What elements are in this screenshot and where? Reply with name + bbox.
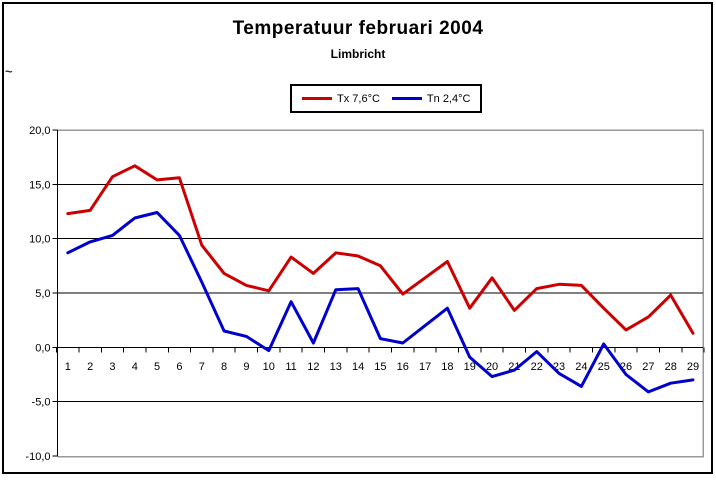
x-tick-label: 17 (419, 361, 431, 373)
legend-item-tx: Tx 7,6°C (302, 93, 380, 105)
x-tick-label: 24 (575, 361, 587, 373)
x-tick-label: 20 (486, 361, 498, 373)
y-tick-label: -10,0 (25, 451, 50, 463)
tn-line (66, 211, 695, 394)
x-tick-label: 22 (531, 361, 543, 373)
x-tick-label: 18 (441, 361, 453, 373)
tn-line-swatch (391, 97, 422, 100)
legend-label-tx: Tx 7,6°C (337, 92, 380, 105)
tx-line-swatch (302, 97, 332, 100)
x-tick-label: 7 (199, 361, 205, 373)
x-tick-label: 9 (243, 361, 249, 373)
x-tick-label: 5 (154, 361, 160, 373)
x-tick-label: 16 (397, 361, 409, 373)
x-tick-label: 11 (285, 361, 296, 373)
x-tick-label: 8 (221, 361, 227, 373)
x-tick-label: 19 (464, 361, 476, 373)
y-tick-label: 15,0 (29, 179, 50, 191)
x-tick-label: 1 (65, 361, 71, 373)
y-tick-label: -5,0 (32, 397, 51, 409)
x-tick-label: 6 (176, 361, 182, 373)
tx-line (66, 164, 695, 335)
x-tick-label: 25 (598, 361, 610, 373)
x-tick-label: 13 (330, 361, 342, 373)
x-tick-label: 14 (352, 361, 364, 373)
y-tick-label: 20,0 (29, 125, 50, 137)
y-tick-label: 10,0 (29, 234, 50, 246)
legend-label-tn: Tn 2,4°C (426, 92, 471, 105)
chart-title: Temperatuur februari 2004 (232, 18, 484, 39)
legend-item-tn: Tn 2,4°C (391, 92, 471, 105)
y-tick-label: 5,0 (35, 288, 50, 300)
chart-subtitle: Limbricht (330, 47, 386, 61)
x-tick-label: 3 (109, 361, 115, 373)
x-tick-label: 27 (642, 361, 654, 373)
x-tick-label: 12 (307, 361, 319, 373)
y-axis-unit-mark: ~ (5, 64, 13, 79)
x-tick-label: 29 (687, 361, 699, 373)
x-tick-label: 15 (374, 361, 386, 373)
x-tick-label: 2 (87, 361, 93, 373)
x-tick-label: 4 (132, 361, 138, 373)
y-tick-label: 0,0 (35, 342, 50, 354)
legend: Tx 7,6°C Tn 2,4°C (290, 84, 483, 113)
x-tick-label: 10 (263, 361, 275, 373)
x-tick-label: 28 (665, 361, 677, 373)
